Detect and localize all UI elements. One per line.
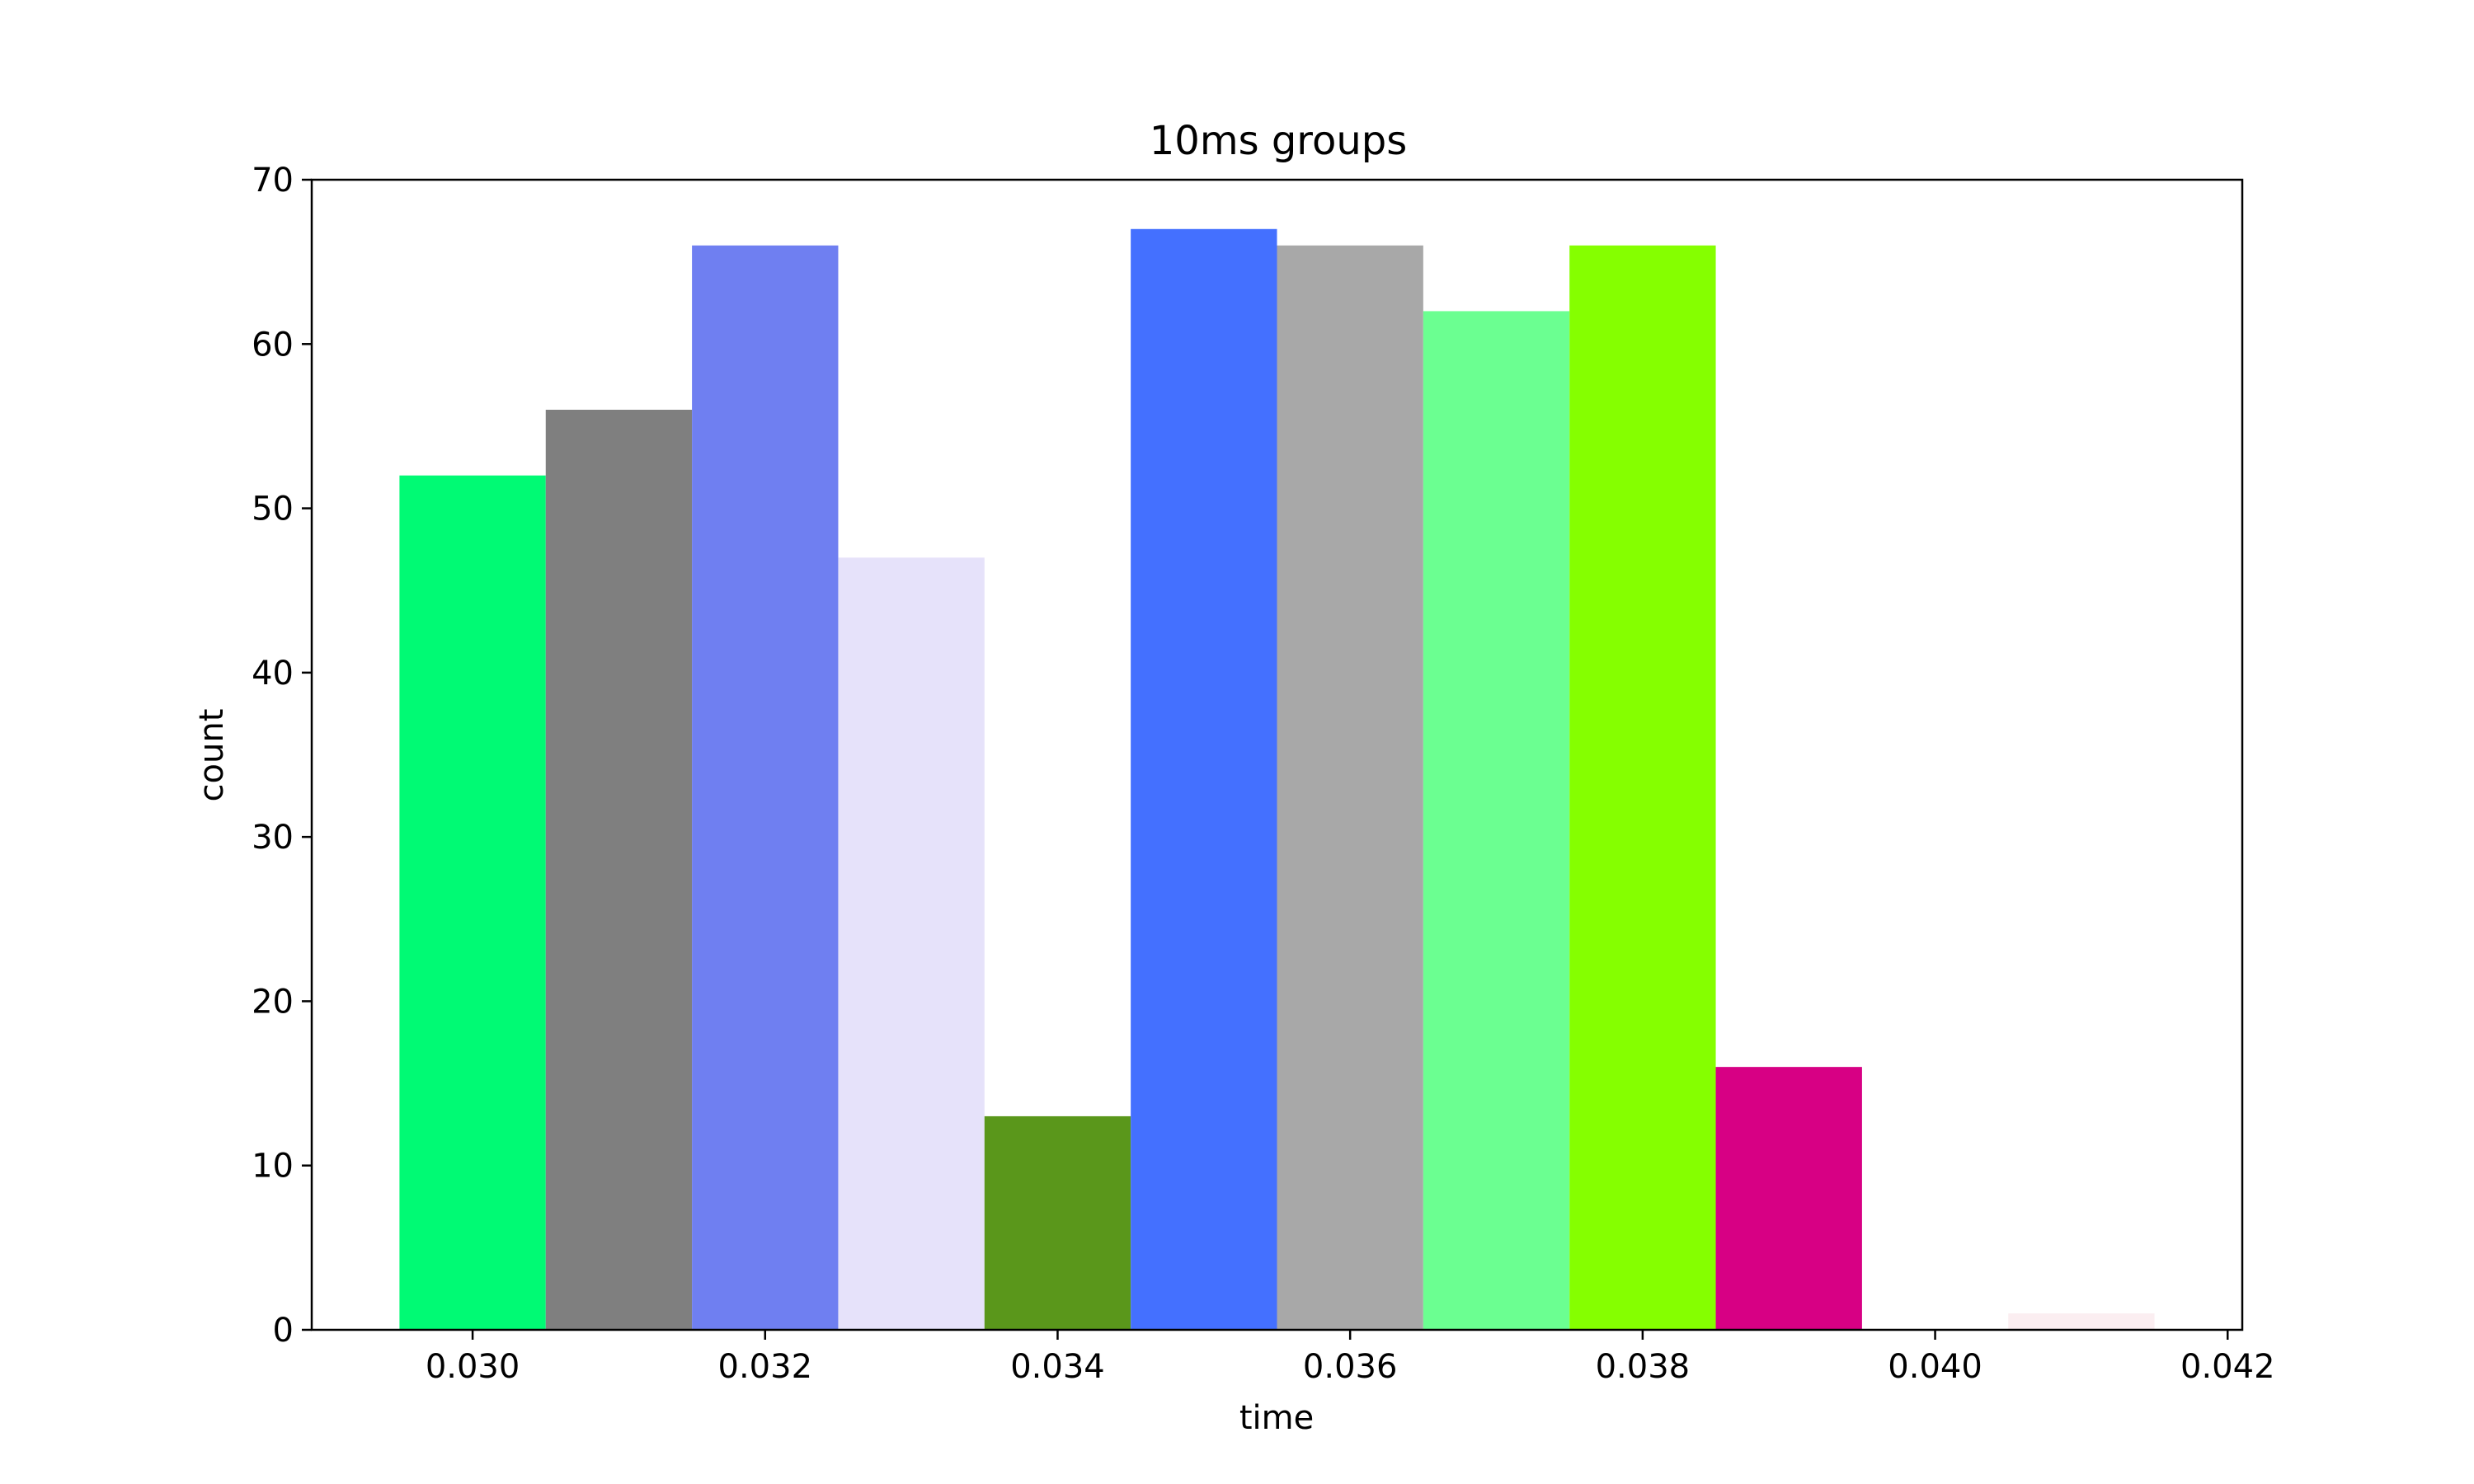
- x-axis: 0.030 0.032 0.034 0.036 0.038 0.040 0.042: [426, 1330, 2275, 1386]
- bar-7: [1423, 311, 1570, 1330]
- y-tick-label: 0: [273, 1312, 294, 1350]
- x-tick-label: 0.040: [1888, 1348, 1982, 1386]
- bar-5: [1131, 228, 1277, 1331]
- y-tick-label: 10: [252, 1148, 294, 1186]
- bar-4: [984, 1115, 1131, 1330]
- x-tick-label: 0.030: [426, 1348, 520, 1386]
- x-tick-label: 0.042: [2180, 1348, 2275, 1386]
- bars: [399, 228, 2155, 1331]
- y-tick-label: 70: [252, 162, 294, 200]
- y-tick-label: 30: [252, 819, 294, 857]
- x-tick-label: 0.036: [1303, 1348, 1398, 1386]
- x-tick-label: 0.034: [1010, 1348, 1105, 1386]
- y-axis: 0 10 20 30 40 50 60 70: [252, 162, 312, 1350]
- y-tick-label: 40: [252, 655, 294, 693]
- chart-title: 10ms groups: [1150, 118, 1408, 164]
- x-tick-label: 0.038: [1596, 1348, 1691, 1386]
- x-tick-label: 0.032: [718, 1348, 813, 1386]
- bar-8: [1569, 245, 1716, 1330]
- y-tick-label: 20: [252, 983, 294, 1021]
- bar-3: [838, 557, 985, 1330]
- y-tick-label: 60: [252, 326, 294, 364]
- bar-2: [692, 245, 839, 1330]
- plot-frame: [310, 178, 2244, 1331]
- bar-9: [1715, 1067, 1862, 1330]
- bar-6: [1277, 245, 1423, 1330]
- bar-0: [399, 475, 546, 1330]
- y-tick-label: 50: [252, 491, 294, 528]
- bar-11: [2008, 1313, 2155, 1330]
- bar-1: [545, 410, 693, 1330]
- x-axis-label: time: [1239, 1399, 1314, 1437]
- y-axis-label: count: [193, 709, 231, 802]
